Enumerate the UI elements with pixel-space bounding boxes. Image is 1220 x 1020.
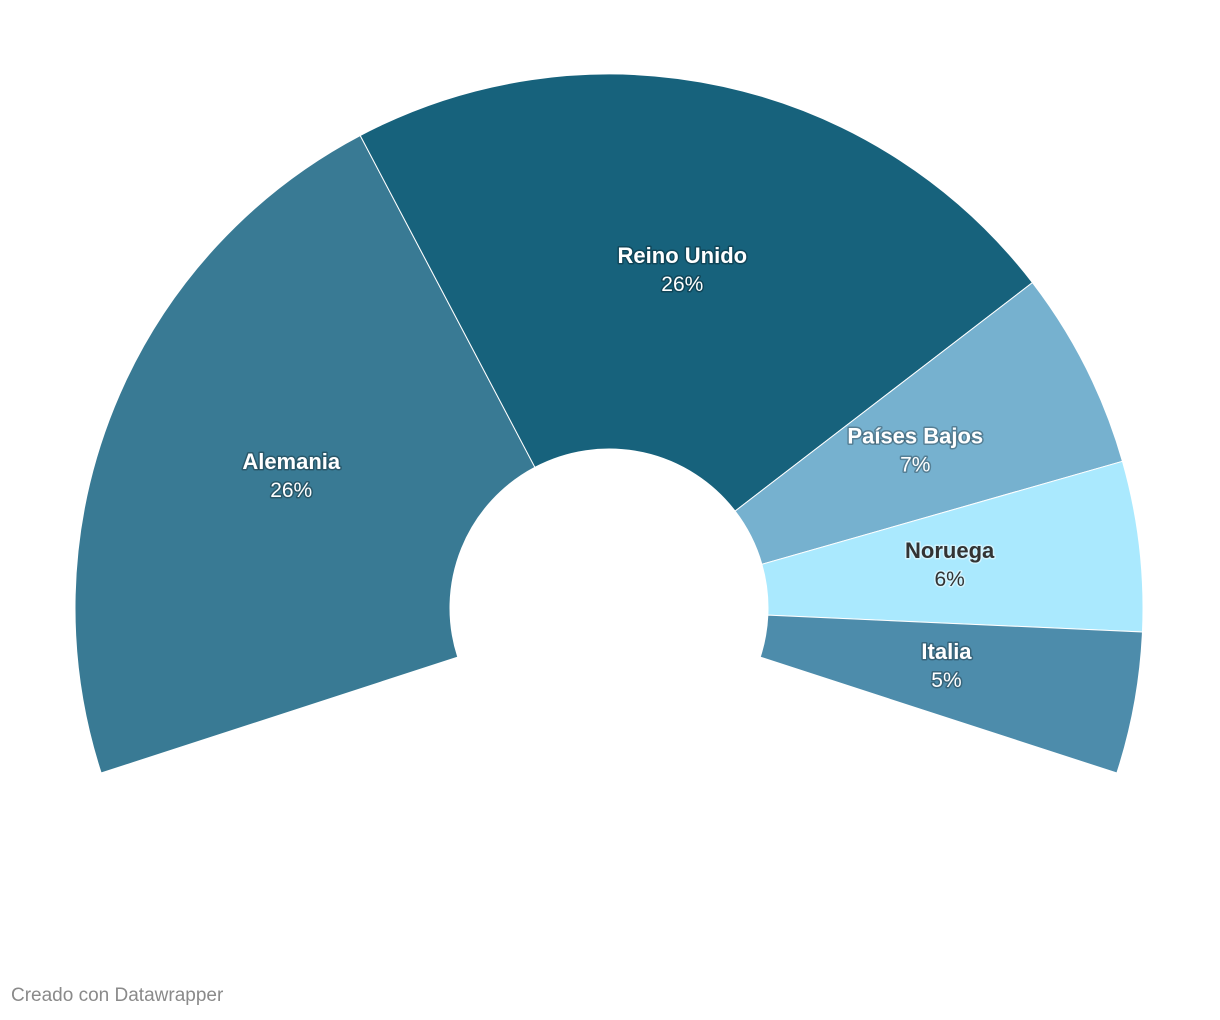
- slice-label-italia: Italia: [921, 639, 972, 664]
- slice-value-italia: 5%: [931, 669, 961, 692]
- slice-value-reino-unido: 26%: [661, 273, 703, 296]
- slice-reino-unido: [359, 73, 1034, 512]
- chart-slices: [74, 73, 1144, 774]
- slice-label-alemania: Alemania: [242, 449, 341, 474]
- credit-text: Creado con Datawrapper: [11, 985, 224, 1006]
- slice-italia: [759, 614, 1143, 774]
- slice-label-noruega: Noruega: [905, 538, 995, 563]
- slice-value-alemania: 26%: [270, 479, 312, 502]
- slice-alemania: [74, 134, 536, 774]
- slice-value-paises-bajos: 7%: [900, 454, 930, 477]
- slice-value-noruega: 6%: [934, 568, 964, 591]
- slice-paises-bajos: [734, 281, 1124, 565]
- chart-slice-labels: Alemania 26% Reino Unido 26% Países Bajos 7% N…: [241, 241, 997, 693]
- slice-label-paises-bajos: Países Bajos: [847, 424, 983, 449]
- slice-label-reino-unido: Reino Unido: [618, 243, 748, 268]
